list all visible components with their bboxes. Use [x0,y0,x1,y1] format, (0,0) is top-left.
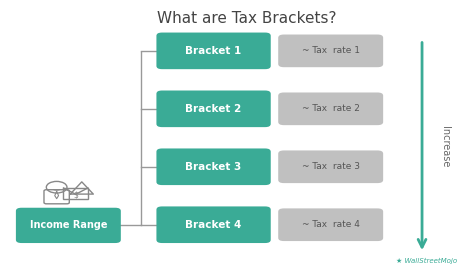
FancyBboxPatch shape [278,208,383,241]
Text: ~ Tax  rate 4: ~ Tax rate 4 [302,220,360,229]
FancyBboxPatch shape [156,206,271,243]
FancyBboxPatch shape [278,93,383,125]
Text: ~ Tax  rate 3: ~ Tax rate 3 [301,162,360,171]
Text: $: $ [73,191,78,200]
Text: ★ WallStreetMojo: ★ WallStreetMojo [396,257,457,264]
FancyBboxPatch shape [278,34,383,67]
Text: Bracket 2: Bracket 2 [185,104,242,114]
Text: Bracket 3: Bracket 3 [185,162,242,172]
FancyBboxPatch shape [156,90,271,127]
Text: What are Tax Brackets?: What are Tax Brackets? [156,11,336,26]
FancyBboxPatch shape [278,150,383,183]
Text: Bracket 4: Bracket 4 [185,220,242,230]
Text: Income Range: Income Range [29,220,107,230]
Text: Increase: Increase [440,126,450,167]
FancyBboxPatch shape [16,208,121,243]
Text: ~ Tax  rate 2: ~ Tax rate 2 [302,104,360,113]
FancyBboxPatch shape [156,33,271,69]
Text: ~ Tax  rate 1: ~ Tax rate 1 [301,46,360,55]
Text: Bracket 1: Bracket 1 [185,46,242,56]
FancyBboxPatch shape [156,148,271,185]
